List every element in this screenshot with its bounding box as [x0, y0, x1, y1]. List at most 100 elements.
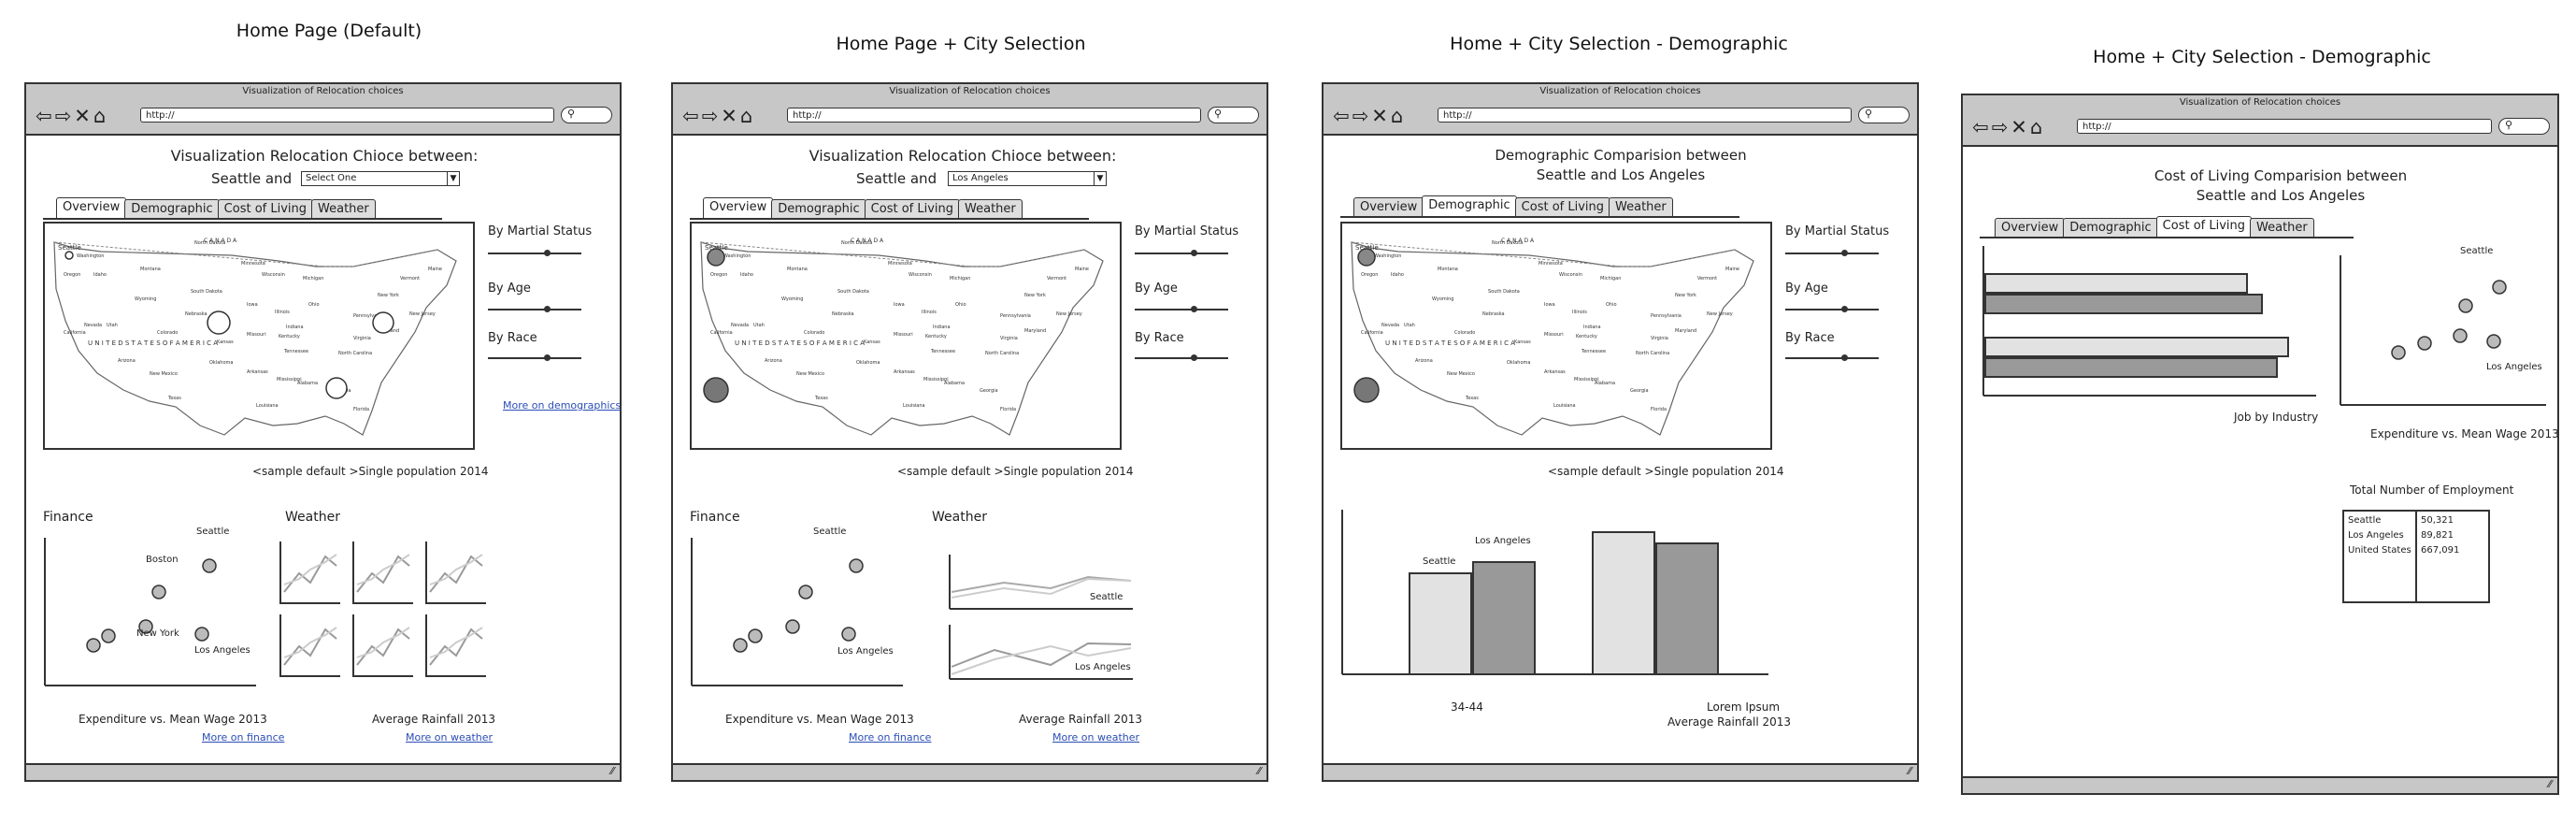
tab-demographic[interactable]: Demographic — [771, 199, 866, 219]
state-label: Idaho — [1391, 272, 1404, 278]
more-weather-link[interactable]: More on weather — [406, 731, 494, 744]
tab-cost-of-living[interactable]: Cost of Living — [2155, 216, 2253, 238]
hbar-2 — [1984, 294, 2263, 314]
state-label: New Jersey — [1056, 311, 1082, 317]
city-select[interactable]: Los Angeles ▼ — [948, 171, 1107, 186]
more-demographics-link[interactable]: More on demographics — [503, 399, 622, 412]
race-slider[interactable] — [1135, 354, 1228, 361]
state-label: North Dakota — [841, 240, 872, 246]
tab-weather[interactable]: Weather — [958, 199, 1023, 219]
close-icon[interactable]: ✕ — [74, 105, 93, 127]
tab-cost-of-living[interactable]: Cost of Living — [864, 199, 961, 219]
page-subheading: Seattle and Los Angeles — [2196, 187, 2366, 204]
forward-arrow-icon[interactable]: ⇨ — [1991, 116, 2011, 138]
city-bubble — [325, 377, 348, 399]
filter-marital-label: By Martial Status — [1135, 224, 1239, 238]
scatter-caption: Expenditure vs. Mean Wage 2013 — [2370, 427, 2559, 440]
state-label: Vermont — [400, 276, 420, 282]
tab-overview[interactable]: Overview — [1353, 197, 1424, 217]
weather-title: Weather — [285, 510, 340, 525]
bar-axis-34-44: 34-44 — [1451, 700, 1483, 714]
age-slider[interactable] — [1785, 306, 1879, 312]
tab-overview[interactable]: Overview — [703, 197, 774, 219]
home-icon[interactable]: ⌂ — [93, 105, 109, 127]
state-label: Michigan — [303, 276, 323, 282]
back-arrow-icon[interactable]: ⇦ — [36, 105, 55, 127]
home-icon[interactable]: ⌂ — [2029, 116, 2046, 138]
state-label: Wisconsin — [1559, 272, 1582, 278]
filter-marital-label: By Martial Status — [488, 224, 593, 238]
back-arrow-icon[interactable]: ⇦ — [1333, 105, 1352, 127]
weather-mini-chart — [352, 541, 413, 604]
race-slider[interactable] — [1785, 354, 1879, 361]
home-icon[interactable]: ⌂ — [739, 105, 756, 127]
state-label: Iowa — [1544, 302, 1555, 308]
label-boston: Boston — [146, 555, 179, 565]
forward-arrow-icon[interactable]: ⇨ — [701, 105, 722, 127]
state-label: Nevada — [1381, 323, 1399, 328]
us-map[interactable]: C A N A D A U N I T E D S T A T E S O F A… — [690, 222, 1122, 450]
map-caption: <sample default >Single population 2014 — [897, 465, 1134, 478]
city-select[interactable]: Select One ▼ — [301, 171, 460, 186]
search-box[interactable]: ⚲ — [1858, 107, 1910, 123]
back-arrow-icon[interactable]: ⇦ — [1972, 116, 1992, 138]
tab-demographic[interactable]: Demographic — [2063, 218, 2158, 238]
close-icon[interactable]: ✕ — [1371, 105, 1391, 127]
finance-caption: Expenditure vs. Mean Wage 2013 — [725, 713, 914, 726]
more-weather-link[interactable]: More on weather — [1052, 731, 1140, 744]
search-box[interactable]: ⚲ — [1208, 107, 1259, 123]
back-arrow-icon[interactable]: ⇦ — [682, 105, 702, 127]
close-icon[interactable]: ✕ — [2011, 116, 2030, 138]
tab-cost-of-living[interactable]: Cost of Living — [217, 199, 314, 219]
tab-weather[interactable]: Weather — [1609, 197, 1673, 217]
state-label: Wyoming — [781, 296, 803, 302]
more-finance-link[interactable]: More on finance — [849, 731, 932, 744]
tab-overview[interactable]: Overview — [56, 197, 127, 219]
state-label: Colorado — [1454, 330, 1475, 336]
tab-cost-of-living[interactable]: Cost of Living — [1514, 197, 1611, 217]
us-map[interactable]: C A N A D A U N I T E D S T A T E S O F A… — [1340, 222, 1772, 450]
resize-grip-icon[interactable]: ⁄⁄ — [610, 765, 614, 777]
url-input[interactable]: http:// — [2077, 119, 2492, 134]
frame-title-2: Home Page + City Selection — [836, 34, 1086, 54]
more-finance-link[interactable]: More on finance — [202, 731, 285, 744]
state-label: Georgia — [1630, 388, 1649, 394]
marital-slider[interactable] — [1785, 250, 1879, 256]
forward-arrow-icon[interactable]: ⇨ — [1352, 105, 1372, 127]
marital-slider[interactable] — [1135, 250, 1228, 256]
url-input[interactable]: http:// — [1438, 108, 1852, 123]
state-label: New Mexico — [150, 371, 178, 377]
url-input[interactable]: http:// — [787, 108, 1201, 123]
us-map[interactable]: C A N A D A U N I T E D S T A T E S O F A… — [43, 222, 475, 450]
state-label: Utah — [1404, 323, 1415, 328]
url-input[interactable]: http:// — [140, 108, 554, 123]
weather-label-seattle: Seattle — [1090, 592, 1123, 602]
state-label: Maryland — [1024, 328, 1046, 334]
forward-arrow-icon[interactable]: ⇨ — [54, 105, 75, 127]
table-cell-value: 50,321 — [2421, 515, 2454, 526]
search-box[interactable]: ⚲ — [561, 107, 612, 123]
weather-multiples — [279, 541, 486, 677]
tab-demographic[interactable]: Demographic — [124, 199, 220, 219]
age-slider[interactable] — [488, 306, 581, 312]
finance-scatter — [691, 538, 903, 686]
resize-grip-icon[interactable]: ⁄⁄ — [1908, 765, 1911, 777]
marital-slider[interactable] — [488, 250, 581, 256]
tab-overview[interactable]: Overview — [1995, 218, 2066, 238]
home-icon[interactable]: ⌂ — [1390, 105, 1407, 127]
close-icon[interactable]: ✕ — [721, 105, 740, 127]
state-label: Florida — [353, 407, 369, 412]
resize-grip-icon[interactable]: ⁄⁄ — [2548, 778, 2552, 790]
weather-mini-chart — [425, 541, 486, 604]
age-slider[interactable] — [1135, 306, 1228, 312]
tab-weather[interactable]: Weather — [2250, 218, 2314, 238]
state-label: North Dakota — [194, 240, 225, 246]
race-slider[interactable] — [488, 354, 581, 361]
tab-weather[interactable]: Weather — [311, 199, 376, 219]
resize-grip-icon[interactable]: ⁄⁄ — [1257, 765, 1261, 777]
tab-demographic[interactable]: Demographic — [1422, 195, 1517, 217]
state-label: New Mexico — [796, 371, 824, 377]
search-box[interactable]: ⚲ — [2498, 118, 2550, 135]
state-label: Wyoming — [1432, 296, 1453, 302]
filter-marital-label: By Martial Status — [1785, 224, 1890, 238]
